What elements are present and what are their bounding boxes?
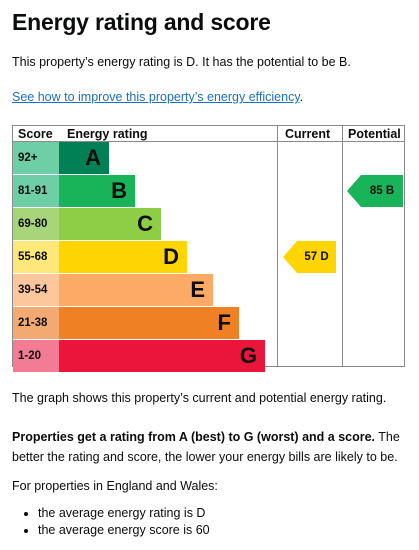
potential-column-divider xyxy=(342,126,343,366)
current-rating-arrow: 57 D xyxy=(283,241,336,273)
improve-efficiency-link[interactable]: See how to improve this property’s energ… xyxy=(12,90,300,104)
current-arrow-tip xyxy=(283,241,297,273)
band-range-d: 55-68 xyxy=(13,241,59,273)
band-row-f: 21-38 F xyxy=(13,307,277,339)
band-bar-d: D xyxy=(59,241,187,273)
band-row-b: 81-91 B xyxy=(13,175,277,207)
page-title: Energy rating and score xyxy=(12,9,271,35)
band-row-a: 92+ A xyxy=(13,142,277,174)
current-rating-label: 57 D xyxy=(297,241,336,273)
band-range-b: 81-91 xyxy=(13,175,59,207)
band-bar-e: E xyxy=(59,274,213,306)
band-letter-f: F xyxy=(217,310,231,335)
rating-explanation: Properties get a rating from A (best) to… xyxy=(12,427,407,467)
average-score-item: the average energy score is 60 xyxy=(12,522,210,539)
header-score: Score xyxy=(18,127,53,141)
band-row-c: 69-80 C xyxy=(13,208,277,240)
band-bar-a: A xyxy=(59,142,109,174)
band-bar-f: F xyxy=(59,307,239,339)
rating-explanation-bold: Properties get a rating from A (best) to… xyxy=(12,430,376,444)
header-divider xyxy=(13,141,404,142)
band-row-d: 55-68 D xyxy=(13,241,277,273)
band-range-f: 21-38 xyxy=(13,307,59,339)
potential-rating-label: 85 B xyxy=(361,175,403,207)
header-energy-rating: Energy rating xyxy=(67,127,148,141)
band-letter-e: E xyxy=(190,277,205,302)
link-suffix: . xyxy=(299,90,304,104)
band-letter-a: A xyxy=(85,145,101,170)
header-current: Current xyxy=(285,127,331,141)
averages-list: the average energy rating is D the avera… xyxy=(12,505,210,539)
band-bar-c: C xyxy=(59,208,161,240)
potential-rating-arrow: 85 B xyxy=(347,175,403,207)
band-range-g: 1-20 xyxy=(13,340,59,372)
band-row-e: 39-54 E xyxy=(13,274,277,306)
band-letter-d: D xyxy=(163,244,179,269)
band-range-c: 69-80 xyxy=(13,208,59,240)
graph-note: The graph shows this property’s current … xyxy=(12,391,387,405)
current-column-divider xyxy=(277,126,278,366)
band-letter-g: G xyxy=(239,343,257,368)
band-bar-g: G xyxy=(59,340,265,372)
rating-explanation-rest: The better the rating and score, the low… xyxy=(12,430,400,464)
potential-arrow-tip xyxy=(347,175,361,207)
band-range-a: 92+ xyxy=(13,142,59,174)
header-potential: Potential xyxy=(348,127,401,141)
band-range-e: 39-54 xyxy=(13,274,59,306)
rating-intro: This property’s energy rating is D. It h… xyxy=(12,55,351,69)
energy-rating-chart: Score Energy rating Current Potential 92… xyxy=(12,125,405,372)
band-letter-c: C xyxy=(137,211,153,236)
page: Energy rating and score This property’s … xyxy=(0,0,419,105)
band-bar-b: B xyxy=(59,175,135,207)
band-letter-b: B xyxy=(111,178,127,203)
improve-link-line: See how to improve this property’s energ… xyxy=(12,89,407,105)
average-rating-item: the average energy rating is D xyxy=(12,505,210,522)
band-row-g: 1-20 G xyxy=(13,340,277,372)
england-wales-note: For properties in England and Wales: xyxy=(12,479,218,493)
